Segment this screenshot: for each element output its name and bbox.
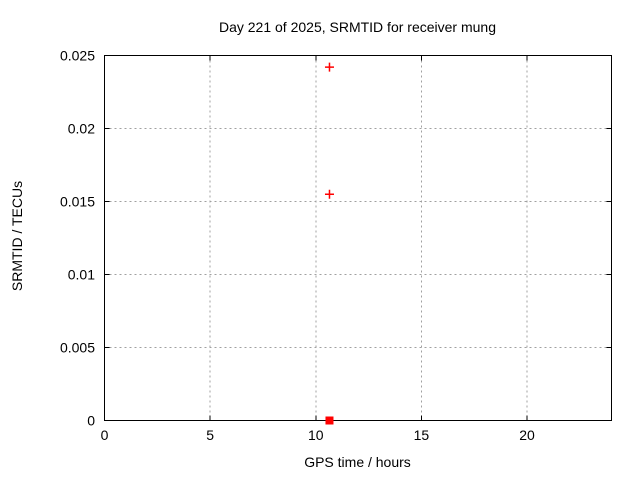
y-tick-label: 0.015 [60, 194, 95, 210]
x-tick-label: 5 [206, 427, 214, 443]
y-tick-label: 0.01 [68, 267, 95, 283]
data-point-plus-marker [324, 62, 334, 72]
x-tick-label: 0 [101, 427, 109, 443]
y-tick-label: 0.005 [60, 340, 95, 356]
y-tick-label: 0.025 [60, 48, 95, 64]
x-tick-label: 10 [308, 427, 324, 443]
x-tick-label: 15 [414, 427, 430, 443]
plot-border [104, 55, 612, 421]
data-point-plus-marker [324, 189, 334, 199]
chart-title: Day 221 of 2025, SRMTID for receiver mun… [218, 19, 496, 35]
x-axis-label: GPS time / hours [304, 454, 411, 470]
y-tick-label: 0.02 [68, 121, 95, 137]
x-tick-label: 20 [519, 427, 535, 443]
y-tick-label: 0 [87, 413, 95, 429]
data-point-square-marker [325, 416, 334, 425]
